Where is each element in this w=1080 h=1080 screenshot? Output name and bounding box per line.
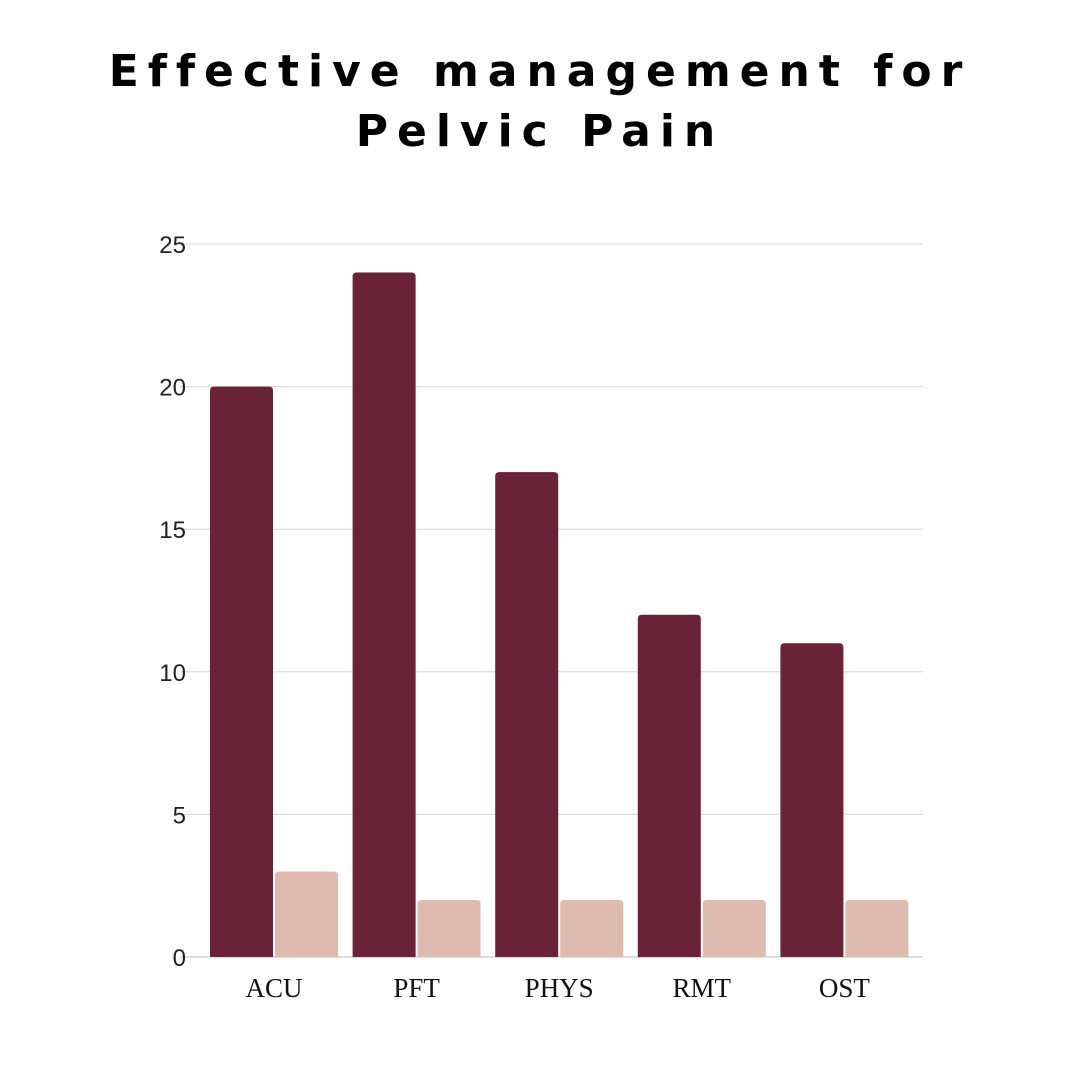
bar-phys-series-2 xyxy=(560,899,624,957)
y-tick-label: 5 xyxy=(173,802,186,829)
x-tick-label-phys: PHYS xyxy=(525,973,594,1003)
y-tick-label: 25 xyxy=(159,232,186,259)
x-tick-label-ost: OST xyxy=(819,973,871,1003)
x-tick-label-pft: PFT xyxy=(393,973,440,1003)
y-tick-label: 10 xyxy=(159,660,186,687)
bar-acu-series-2 xyxy=(275,871,338,957)
x-tick-label-acu: ACU xyxy=(245,973,302,1003)
x-axis-ticks: ACU PFT PHYS RMT OST xyxy=(245,973,870,1003)
chart-title-line-2: Pelvic Pain xyxy=(355,106,725,157)
chart-title-line-1: Effective management for xyxy=(108,46,972,97)
bar-pft-series-1 xyxy=(352,272,416,957)
bar-rmt-series-2 xyxy=(702,899,766,957)
y-tick-label: 20 xyxy=(159,375,186,402)
bar-phys-series-1 xyxy=(495,472,559,957)
y-axis-ticks: 0 5 10 15 20 25 xyxy=(159,232,186,972)
bar-rmt-series-1 xyxy=(637,614,701,957)
bar-ost-series-1 xyxy=(780,643,844,957)
x-tick-label-rmt: RMT xyxy=(673,973,732,1003)
y-tick-label: 0 xyxy=(173,945,186,972)
y-tick-label: 15 xyxy=(159,517,186,544)
bars xyxy=(210,272,909,958)
bar-ost-series-2 xyxy=(845,899,909,957)
bar-pft-series-2 xyxy=(417,899,481,957)
bar-acu-series-1 xyxy=(210,386,273,958)
